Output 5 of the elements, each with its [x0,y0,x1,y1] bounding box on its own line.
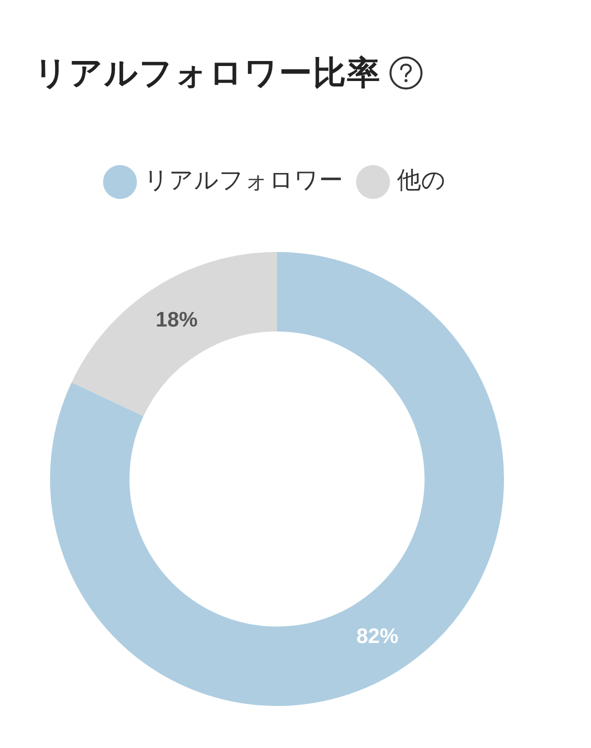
chart-title: リアルフォロワー比率 [34,52,381,94]
legend-label: リアルフォロワー [144,166,343,194]
data-label: 82% [356,624,399,648]
data-label: 18% [156,308,198,332]
legend-label: 他の [397,166,446,194]
